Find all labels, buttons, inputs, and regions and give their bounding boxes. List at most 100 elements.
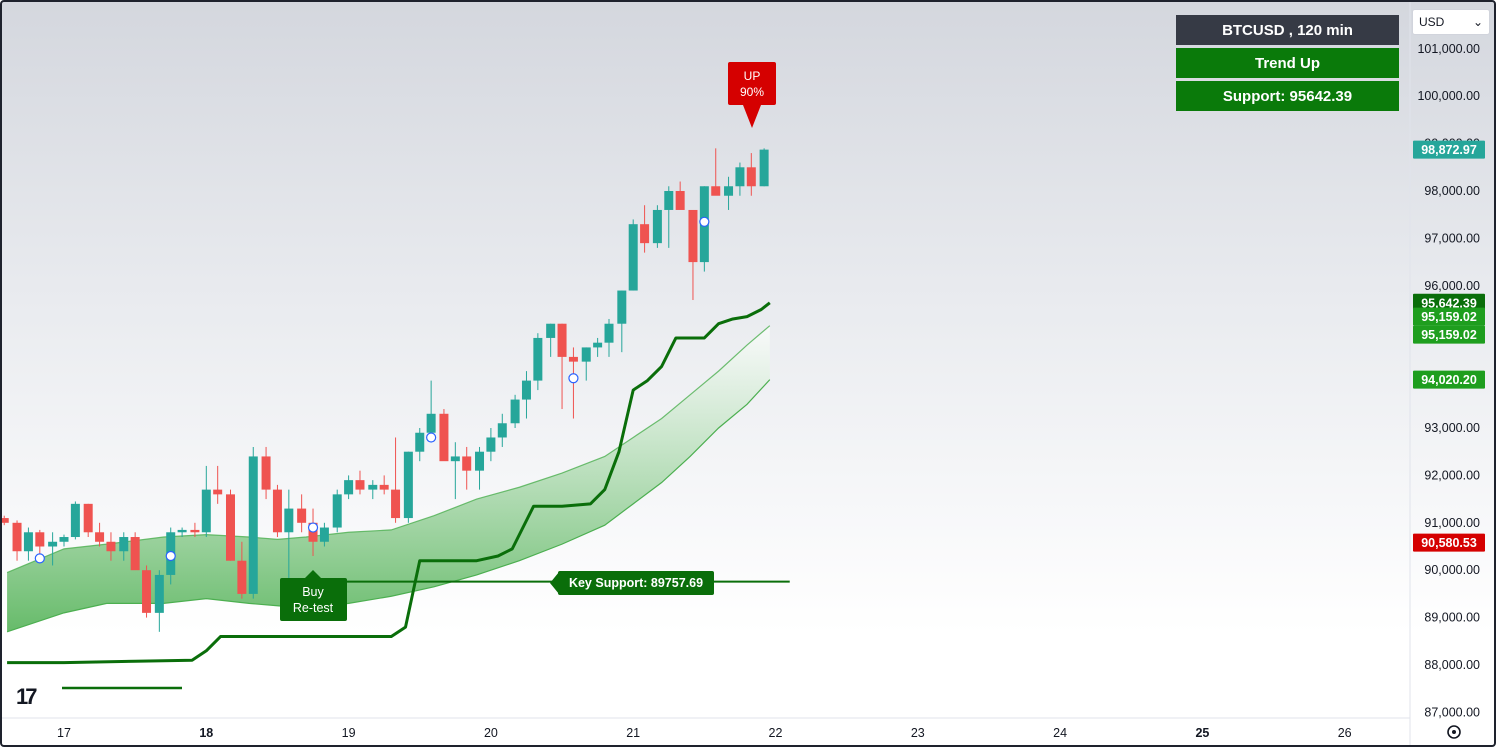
candle-body bbox=[557, 323, 567, 357]
signal-marker bbox=[568, 373, 579, 384]
candle bbox=[593, 337, 603, 357]
signal-marker bbox=[307, 522, 319, 533]
candle bbox=[379, 475, 389, 495]
time-tick-label: 19 bbox=[342, 726, 356, 740]
candle bbox=[272, 484, 282, 538]
candle-body bbox=[119, 537, 129, 552]
price-tick-label: 88,000.00 bbox=[1424, 658, 1480, 672]
candle bbox=[521, 371, 531, 419]
candle-body bbox=[617, 290, 627, 324]
candle-body bbox=[724, 186, 734, 196]
candle bbox=[177, 527, 187, 538]
candle-body bbox=[486, 437, 496, 452]
logo-underline bbox=[62, 686, 182, 690]
candle-body bbox=[201, 489, 211, 533]
signal-marker bbox=[165, 550, 176, 562]
price-tick-label: 87,000.00 bbox=[1424, 705, 1480, 719]
symbol-header: BTCUSD , 120 min bbox=[1176, 15, 1399, 45]
currency-select[interactable]: USD ⌄ bbox=[1412, 9, 1490, 35]
candle bbox=[557, 323, 567, 410]
candle bbox=[344, 475, 354, 500]
candle-body bbox=[593, 342, 603, 348]
candle bbox=[130, 532, 140, 571]
candle-body bbox=[664, 191, 674, 210]
support-band bbox=[6, 325, 771, 633]
candle bbox=[675, 181, 685, 210]
candle-body bbox=[426, 413, 436, 433]
candle-body bbox=[379, 484, 389, 490]
price-tag: 94,020.20 bbox=[1413, 370, 1485, 389]
time-tick-label: 24 bbox=[1053, 726, 1067, 740]
price-tag-label: 95,642.39 bbox=[1421, 296, 1477, 310]
candle bbox=[297, 494, 307, 533]
candle bbox=[23, 527, 33, 561]
time-tick-label: 23 bbox=[911, 726, 925, 740]
candle-body bbox=[35, 532, 45, 547]
candle bbox=[119, 532, 129, 561]
candle-body bbox=[652, 209, 662, 244]
candle bbox=[319, 522, 329, 547]
candle bbox=[652, 205, 662, 248]
candle-body bbox=[95, 532, 105, 542]
signal-marker bbox=[34, 553, 45, 564]
candle bbox=[759, 148, 769, 187]
candle bbox=[83, 503, 93, 538]
candle-body bbox=[106, 541, 116, 552]
candle-body bbox=[415, 432, 425, 452]
price-tag: 90,580.53 bbox=[1413, 533, 1485, 552]
candle bbox=[640, 205, 650, 253]
candle bbox=[355, 470, 365, 495]
signal-line2: 90% bbox=[740, 85, 764, 99]
price-tag-bg bbox=[1413, 533, 1485, 552]
price-tick-label: 101,000.00 bbox=[1417, 42, 1480, 56]
candle bbox=[628, 219, 638, 291]
candle-body bbox=[59, 537, 69, 542]
candle bbox=[486, 428, 496, 462]
candle-body bbox=[450, 456, 460, 462]
candle bbox=[59, 534, 69, 547]
price-tag: 95,159.02 bbox=[1413, 325, 1485, 344]
candle bbox=[35, 529, 45, 556]
candle bbox=[450, 442, 460, 500]
candle bbox=[95, 522, 105, 547]
price-tick-label: 89,000.00 bbox=[1424, 611, 1480, 625]
up-signal-callout: UP 90% bbox=[728, 62, 776, 128]
buy-retest-callout: Buy Re-test bbox=[280, 570, 347, 621]
key-support-text: Key Support: 89757.69 bbox=[569, 576, 703, 590]
candle bbox=[12, 520, 22, 561]
price-tag-bg bbox=[1413, 307, 1485, 326]
candle bbox=[746, 153, 756, 196]
candle-body bbox=[261, 456, 271, 490]
price-tag: 95,642.39 bbox=[1413, 293, 1485, 312]
candle-body bbox=[344, 480, 354, 495]
markers-layer bbox=[34, 216, 710, 564]
signal-line1: UP bbox=[744, 69, 761, 83]
price-tick-label: 98,000.00 bbox=[1424, 184, 1480, 198]
price-tick-label: 92,000.00 bbox=[1424, 468, 1480, 482]
candle bbox=[248, 446, 258, 599]
price-tick-label: 90,000.00 bbox=[1424, 563, 1480, 577]
candle bbox=[546, 323, 556, 357]
candle bbox=[604, 318, 614, 357]
candle-body bbox=[355, 480, 365, 490]
candle-body bbox=[83, 503, 93, 533]
time-axis[interactable]: 17 18 19 20 21 22 23 24 25 26 bbox=[57, 726, 1352, 740]
candle bbox=[106, 532, 116, 561]
candle bbox=[462, 446, 472, 490]
candle-body bbox=[284, 508, 294, 533]
price-tick-label: 97,000.00 bbox=[1424, 231, 1480, 245]
candle bbox=[724, 176, 734, 210]
candle-body bbox=[142, 570, 152, 613]
candle bbox=[426, 380, 436, 443]
candle-body bbox=[439, 413, 449, 462]
price-tag-label: 94,020.20 bbox=[1421, 373, 1477, 387]
settings-gear-icon[interactable] bbox=[1447, 725, 1461, 739]
price-tag-bg bbox=[1413, 325, 1485, 344]
candle bbox=[475, 446, 485, 490]
candle-body bbox=[759, 149, 769, 187]
candle-body bbox=[568, 356, 578, 362]
candle bbox=[415, 428, 425, 462]
time-tick-label: 17 bbox=[57, 726, 71, 740]
